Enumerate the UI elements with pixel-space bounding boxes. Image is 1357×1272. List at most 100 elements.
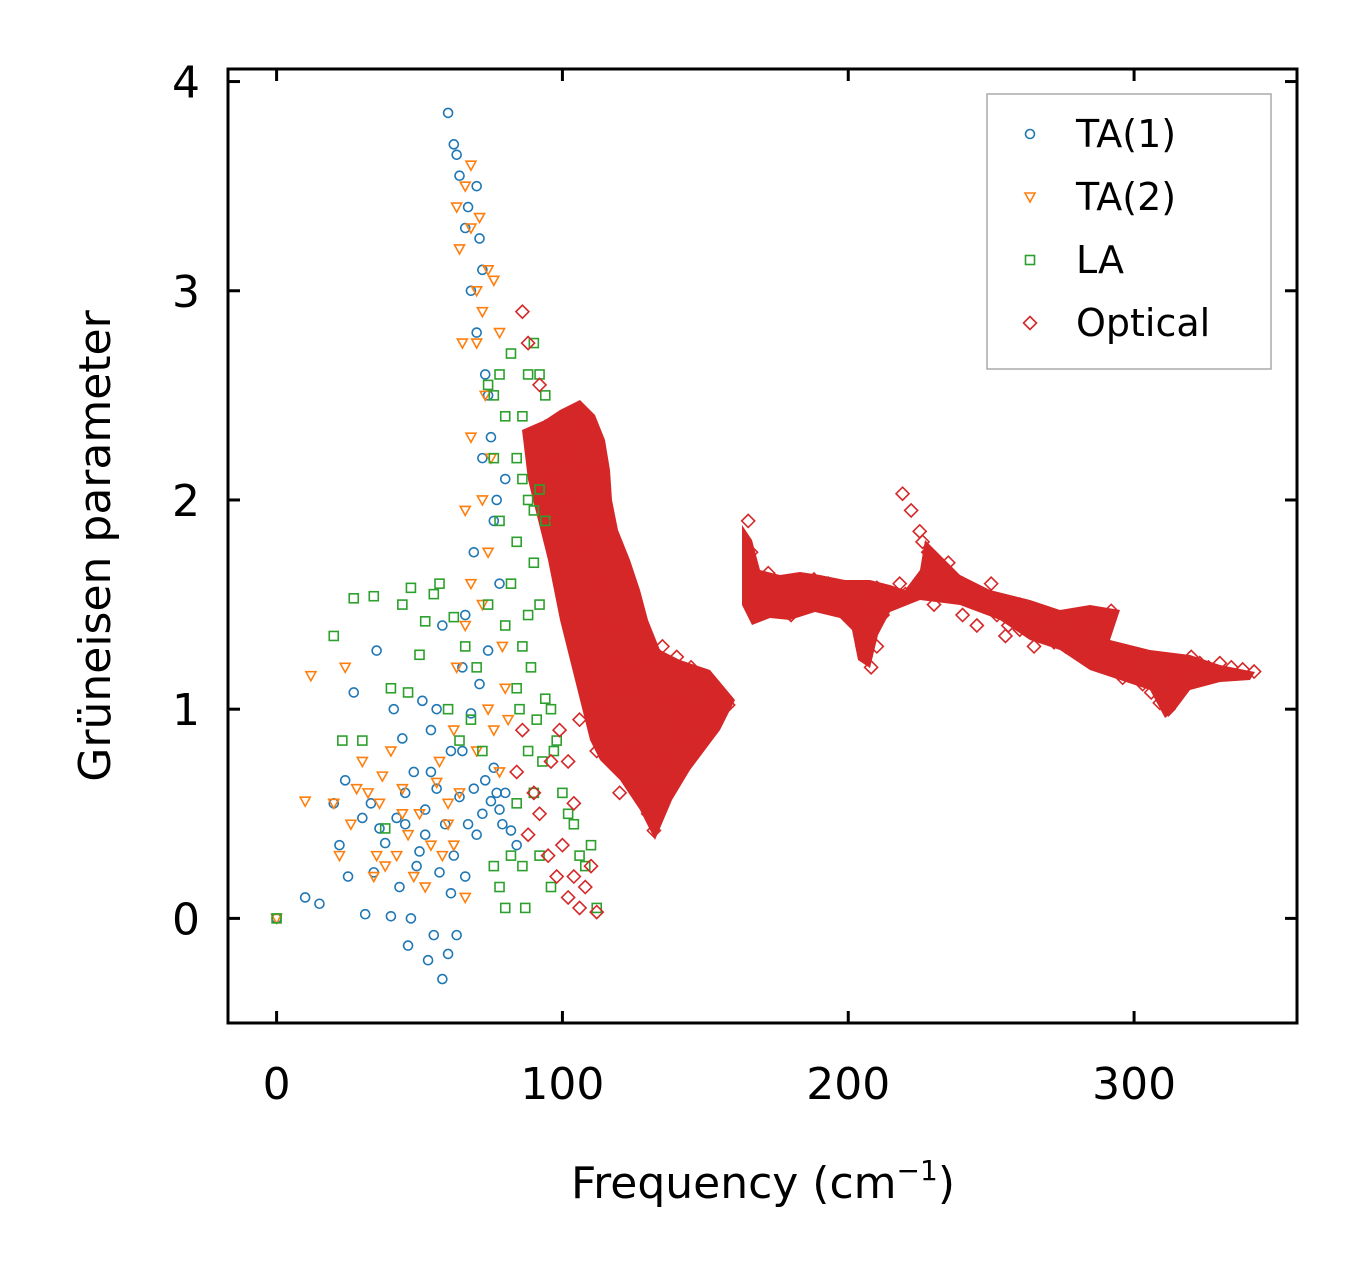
la-point <box>505 348 517 359</box>
optical-point <box>597 722 613 738</box>
la-point <box>488 390 500 401</box>
la-point <box>428 588 440 600</box>
ta-1-point <box>448 850 460 861</box>
optical-point <box>531 806 548 822</box>
ta-2-point <box>447 840 461 852</box>
la-point <box>505 578 517 589</box>
ta-1-point <box>399 818 411 830</box>
ta-1-point <box>374 823 385 834</box>
la-point <box>454 735 465 746</box>
ta-1-point <box>425 724 437 736</box>
optical-point <box>983 576 999 592</box>
optical-point <box>1212 655 1228 671</box>
ta-1-point <box>397 733 408 744</box>
la-point <box>522 609 534 621</box>
ta-1-point <box>425 766 437 778</box>
optical-point <box>740 513 756 529</box>
ta-1-point <box>357 812 368 824</box>
la-point <box>337 735 348 746</box>
ta-2-point <box>487 725 501 737</box>
optical-point <box>797 596 814 613</box>
ta-1-point <box>454 170 465 181</box>
optical-point <box>571 534 588 550</box>
optical-point <box>1135 676 1151 692</box>
optical-point <box>1103 603 1119 619</box>
la-point <box>528 505 540 516</box>
ta-2-point <box>501 714 515 727</box>
optical-point <box>634 659 651 675</box>
la-point <box>511 452 522 464</box>
ta-1-point <box>479 775 491 786</box>
optical-point <box>629 764 645 780</box>
ta-2-point <box>378 861 392 873</box>
optical-point <box>743 544 759 560</box>
la-point <box>585 839 597 851</box>
plot-frame <box>226 67 1299 1025</box>
optical-point <box>674 712 691 728</box>
optical-point <box>954 607 971 623</box>
ta-2-point <box>450 202 464 214</box>
optical-point <box>571 712 588 728</box>
optical-point <box>560 889 576 906</box>
ta-2-point <box>453 244 466 256</box>
y-tick-label: 4 <box>172 58 200 109</box>
optical-point <box>1046 634 1062 650</box>
la-point <box>357 735 368 746</box>
la-point <box>537 756 548 767</box>
ta-2-point <box>373 798 386 810</box>
ta-1-point <box>414 846 425 857</box>
optical-point <box>583 701 599 717</box>
la-point <box>348 593 360 604</box>
optical-point <box>1092 607 1108 623</box>
la-point <box>557 787 568 799</box>
ta-1-point <box>431 783 442 794</box>
ta-2-point <box>464 578 478 591</box>
optical-point <box>589 904 605 920</box>
optical-point <box>1223 659 1239 675</box>
optical-point <box>1246 663 1262 680</box>
optical-point <box>606 659 622 675</box>
ta-2-point <box>481 704 495 716</box>
ta-2-point <box>413 808 426 821</box>
optical-point <box>1115 670 1131 686</box>
la-point <box>551 735 563 746</box>
ta-1-point <box>339 775 351 786</box>
ta-1-point <box>468 546 480 558</box>
ta-1-point <box>511 839 522 851</box>
ta-1-point <box>314 898 325 910</box>
la-point <box>402 687 414 698</box>
ta-2-point <box>333 850 346 863</box>
optical-point <box>1069 617 1085 634</box>
ta-2-point <box>470 746 484 758</box>
optical-point <box>892 576 908 592</box>
legend-marker-optical <box>1022 315 1038 331</box>
ta-1-point <box>365 798 377 809</box>
ta-2-point <box>350 783 363 796</box>
la-point <box>397 599 408 610</box>
optical-point <box>777 576 793 592</box>
ta-1-point <box>437 620 448 631</box>
x-tick-label: 200 <box>806 1059 890 1110</box>
ta-2-point <box>338 662 352 674</box>
optical-point <box>640 806 656 822</box>
optical-point <box>626 680 642 696</box>
optical-point <box>691 712 708 728</box>
ta-2-point <box>464 160 478 172</box>
optical-point <box>1097 659 1114 675</box>
optical-point <box>543 471 559 487</box>
ta-1-point <box>491 787 502 799</box>
la-point <box>511 682 522 694</box>
optical-point <box>611 785 628 801</box>
optical-point <box>697 680 713 696</box>
la-point <box>539 693 551 705</box>
la-point <box>574 850 585 861</box>
ta-1-point <box>342 871 354 882</box>
ta-2-point <box>327 798 341 810</box>
la-point <box>405 582 417 594</box>
optical-point <box>1034 628 1051 644</box>
ta-2-point <box>298 796 312 808</box>
optical-point <box>943 586 959 602</box>
optical-point <box>1152 695 1168 711</box>
ta-2-point <box>355 756 369 769</box>
ta-2-point <box>441 798 455 810</box>
